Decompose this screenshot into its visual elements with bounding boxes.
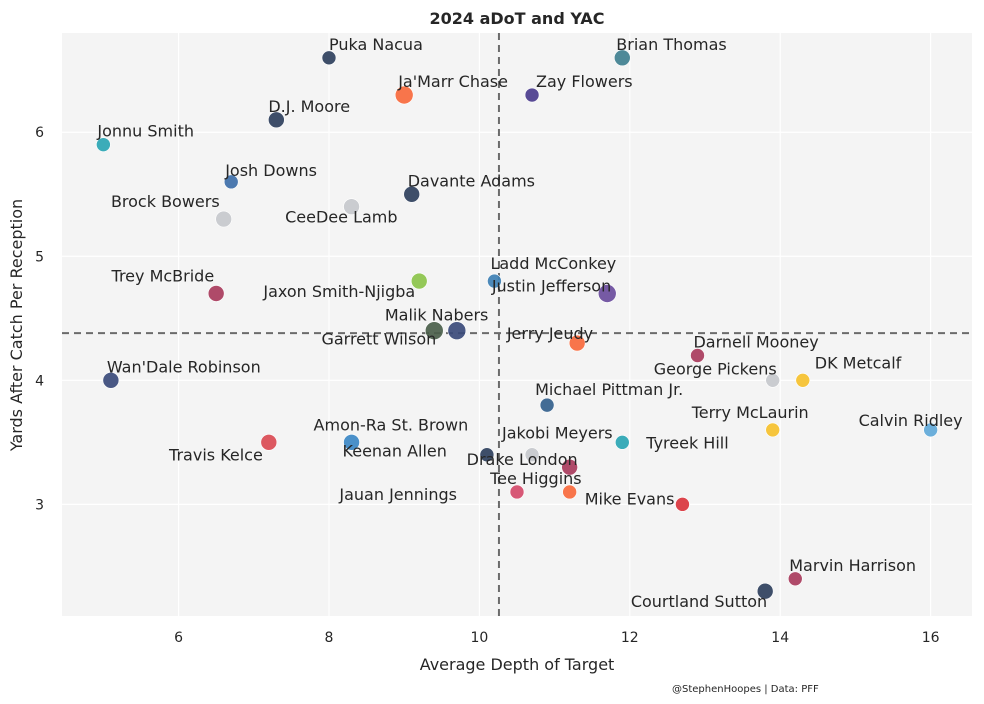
point-label: Wan'Dale Robinson (107, 357, 261, 376)
data-point (765, 422, 781, 438)
point-label: Ladd McConkey (490, 254, 616, 273)
point-label: Jerry Jeudy (506, 324, 593, 343)
point-label: Michael Pittman Jr. (535, 380, 683, 399)
point-label: Zay Flowers (536, 72, 633, 91)
data-point (509, 484, 525, 500)
point-label: Trey McBride (111, 266, 215, 285)
point-label: Garrett Wilson (321, 330, 436, 349)
point-label: Marvin Harrison (789, 556, 916, 575)
data-points (96, 49, 938, 600)
data-point (343, 198, 360, 215)
data-point (207, 285, 225, 302)
data-point (524, 87, 540, 103)
data-point (223, 174, 239, 190)
point-label: Davante Adams (408, 171, 535, 190)
data-point (487, 273, 502, 289)
data-point (403, 185, 421, 203)
point-label: Mike Evans (585, 489, 675, 508)
point-label: Keenan Allen (343, 442, 447, 461)
point-label: Josh Downs (224, 161, 317, 180)
point-label: Calvin Ridley (859, 411, 963, 430)
data-point (321, 50, 337, 66)
data-point (215, 210, 232, 228)
point-label: Courtland Sutton (631, 592, 767, 611)
y-tick-label: 5 (35, 249, 44, 265)
data-point (268, 111, 285, 129)
data-point (597, 284, 617, 303)
x-tick-label: 6 (174, 630, 183, 646)
point-label: Jonnu Smith (96, 122, 194, 141)
chart-title: 2024 aDoT and YAC (429, 9, 604, 28)
data-point (260, 434, 278, 451)
point-label: George Pickens (654, 359, 777, 378)
point-label: Amon-Ra St. Brown (314, 415, 469, 434)
point-label: Jaxon Smith-Njigba (262, 282, 415, 301)
point-label: Darnell Mooney (693, 333, 818, 352)
data-point (765, 373, 781, 388)
data-point (613, 49, 631, 67)
data-point (787, 571, 803, 587)
data-point (923, 422, 938, 438)
x-tick-labels: 6 8 10 12 14 16 (174, 630, 940, 646)
data-point (568, 334, 586, 352)
data-point (675, 497, 690, 512)
plot-area (62, 33, 972, 616)
grid-lines (62, 33, 972, 616)
point-label: Brian Thomas (616, 35, 726, 54)
y-tick-labels: 3 4 5 6 (35, 125, 44, 513)
point-label: D.J. Moore (268, 97, 350, 116)
data-point (524, 447, 540, 463)
point-label: DK Metcalf (815, 353, 902, 372)
credit-text: @StephenHoopes | Data: PFF (672, 684, 819, 695)
data-point (447, 321, 467, 341)
x-tick-label: 10 (470, 630, 488, 646)
data-point (795, 373, 811, 388)
x-tick-label: 14 (771, 630, 789, 646)
point-label: Brock Bowers (111, 192, 220, 211)
data-point (96, 137, 111, 152)
y-tick-label: 6 (35, 125, 44, 141)
data-point (539, 397, 555, 413)
point-label: Justin Jefferson (491, 276, 611, 295)
x-tick-label: 16 (922, 630, 940, 646)
x-tick-label: 8 (325, 630, 334, 646)
point-label: Travis Kelce (168, 445, 263, 464)
point-label: Tee Higgins (489, 469, 582, 488)
point-label: Jakobi Meyers (501, 424, 613, 443)
x-axis-label: Average Depth of Target (420, 655, 615, 674)
y-tick-label: 4 (35, 373, 44, 389)
data-point (410, 272, 428, 290)
point-label: Puka Nacua (329, 35, 423, 54)
point-label: Jauan Jennings (338, 485, 457, 504)
point-label: Malik Nabers (385, 306, 489, 325)
point-label: Terry McLaurin (691, 403, 809, 422)
data-point (562, 484, 577, 500)
point-label: Tyreek Hill (645, 433, 728, 452)
point-label: CeeDee Lamb (285, 208, 397, 227)
point-labels: Puka Nacua Brian Thomas Ja'Marr Chase Zay F… (96, 35, 962, 611)
data-point (424, 321, 444, 341)
data-point (102, 372, 120, 389)
data-point (614, 435, 630, 450)
y-tick-label: 3 (35, 497, 44, 513)
x-tick-label: 12 (621, 630, 639, 646)
data-point (561, 458, 578, 476)
data-point (394, 85, 414, 105)
data-point (690, 348, 705, 363)
data-point (479, 447, 495, 463)
y-axis-label: Yards After Catch Per Reception (7, 199, 26, 452)
reference-lines (62, 33, 972, 616)
data-point (756, 582, 774, 600)
data-point (343, 434, 360, 451)
point-label: Drake London (467, 450, 578, 469)
point-label: Ja'Marr Chase (397, 72, 508, 91)
